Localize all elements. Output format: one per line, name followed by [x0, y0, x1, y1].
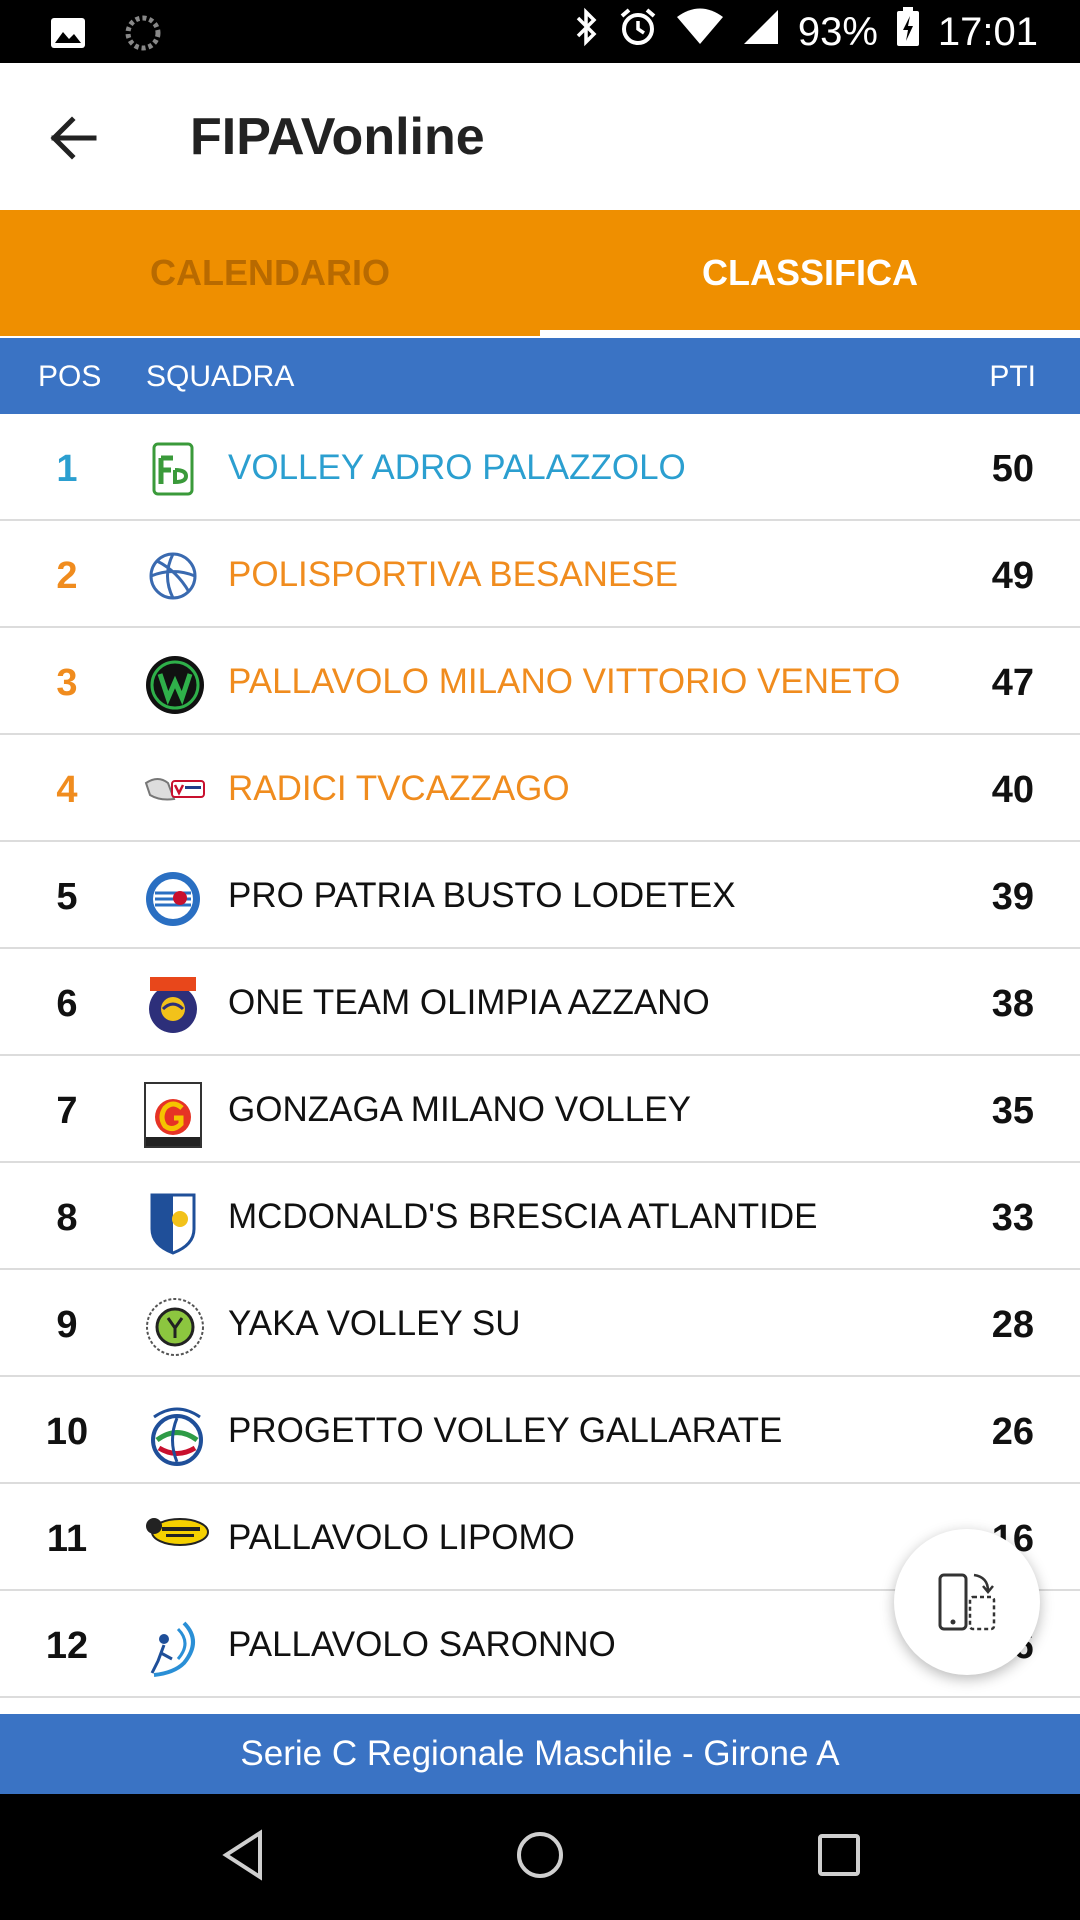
team-name: MCDONALD'S BRESCIA ATLANTIDE: [228, 1197, 818, 1236]
tab-classifica[interactable]: CLASSIFICA: [540, 210, 1080, 336]
team-points: 47: [991, 662, 1034, 704]
table-row[interactable]: 6 ONE TEAM OLIMPIA AZZANO 38: [0, 949, 1080, 1056]
team-name: GONZAGA MILANO VOLLEY: [228, 1090, 691, 1129]
table-row[interactable]: 5 PRO PATRIA BUSTO LODETEX 39: [0, 842, 1080, 949]
header-pts: PTI: [989, 360, 1036, 393]
team-name: PALLAVOLO MILANO VITTORIO VENETO: [228, 662, 901, 701]
system-nav-bar: [0, 1794, 1080, 1920]
battery-percent: 93%: [797, 9, 878, 54]
page-title: FIPAVonline: [190, 108, 485, 166]
team-logo: [144, 761, 205, 819]
header-team: SQUADRA: [146, 360, 295, 393]
team-points: 35: [991, 1090, 1034, 1132]
team-logo: [144, 1189, 202, 1255]
standings-list: 1 VOLLEY ADRO PALAZZOLO 50 2 POLISPORTIV…: [0, 414, 1080, 1698]
row-pos: 7: [56, 1090, 78, 1132]
back-button[interactable]: [44, 108, 104, 168]
app-bar: FIPAVonline: [0, 63, 1080, 210]
row-pos: 11: [46, 1518, 88, 1560]
table-row[interactable]: 3 PALLAVOLO MILANO VITTORIO VENETO 47: [0, 628, 1080, 735]
signal-icon: [742, 8, 780, 56]
team-logo: [144, 1403, 203, 1466]
table-row[interactable]: 1 VOLLEY ADRO PALAZZOLO 50: [0, 414, 1080, 521]
bluetooth-icon: [574, 7, 600, 57]
team-logo: [144, 1510, 209, 1568]
team-name: PRO PATRIA BUSTO LODETEX: [228, 876, 736, 915]
nav-back-icon[interactable]: [220, 1829, 266, 1886]
table-row[interactable]: 8 MCDONALD'S BRESCIA ATLANTIDE 33: [0, 1163, 1080, 1270]
team-points: 49: [991, 555, 1034, 597]
team-logo: [144, 1296, 204, 1356]
nav-home-icon[interactable]: [514, 1829, 566, 1886]
tab-calendario[interactable]: CALENDARIO: [150, 252, 390, 293]
team-name: PALLAVOLO LIPOMO: [228, 1518, 575, 1557]
table-row[interactable]: 10 PROGETTO VOLLEY GALLARATE 26: [0, 1377, 1080, 1484]
rotate-screen-icon: [938, 1573, 996, 1631]
table-row[interactable]: 4 RADICI TVCAZZAGO 40: [0, 735, 1080, 842]
league-label: Serie C Regionale Maschile - Girone A: [0, 1714, 1080, 1794]
team-logo: [144, 440, 202, 498]
nav-recents-icon[interactable]: [816, 1829, 862, 1886]
row-pos: 3: [56, 662, 78, 704]
team-logo: [144, 868, 202, 926]
row-pos: 4: [56, 769, 78, 811]
table-row[interactable]: 7 GONZAGA MILANO VOLLEY 35: [0, 1056, 1080, 1163]
rotate-screen-button[interactable]: [894, 1529, 1040, 1675]
row-pos: 1: [56, 448, 78, 490]
table-row[interactable]: 9 YAKA VOLLEY SU 28: [0, 1270, 1080, 1377]
image-icon: [50, 17, 86, 54]
battery-charging-icon: [896, 7, 920, 57]
row-pos: 10: [45, 1411, 89, 1453]
row-pos: 8: [56, 1197, 78, 1239]
team-logo: [144, 1082, 202, 1148]
team-points: 40: [991, 769, 1034, 811]
team-points: 39: [991, 876, 1034, 918]
team-logo: [144, 654, 204, 714]
team-logo: [144, 1617, 202, 1677]
tab-bar: CALENDARIO CLASSIFICA: [0, 210, 1080, 336]
row-pos: 12: [45, 1625, 89, 1667]
team-points: 38: [991, 983, 1034, 1025]
table-header: POS SQUADRA PTI: [0, 338, 1080, 414]
row-pos: 5: [56, 876, 78, 918]
row-pos: 9: [56, 1304, 78, 1346]
team-logo: [144, 975, 202, 1033]
team-name: POLISPORTIVA BESANESE: [228, 555, 678, 594]
wifi-icon: [676, 8, 724, 56]
team-name: ONE TEAM OLIMPIA AZZANO: [228, 983, 710, 1022]
status-bar: 93% 17:01: [0, 0, 1080, 63]
row-pos: 6: [56, 983, 78, 1025]
arrow-back-icon: [50, 116, 97, 160]
alarm-icon: [618, 7, 658, 57]
team-name: PALLAVOLO SARONNO: [228, 1625, 616, 1664]
team-name: VOLLEY ADRO PALAZZOLO: [228, 448, 686, 487]
team-name: RADICI TVCAZZAGO: [228, 769, 570, 808]
team-points: 28: [991, 1304, 1034, 1346]
row-pos: 2: [56, 555, 78, 597]
team-points: 50: [991, 448, 1034, 490]
loading-icon: [124, 14, 162, 57]
clock-time: 17:01: [937, 9, 1038, 54]
table-row[interactable]: 2 POLISPORTIVA BESANESE 49: [0, 521, 1080, 628]
team-name: YAKA VOLLEY SU: [228, 1304, 521, 1343]
team-logo: [144, 547, 202, 605]
header-pos: POS: [38, 360, 102, 393]
team-name: PROGETTO VOLLEY GALLARATE: [228, 1411, 783, 1450]
team-points: 33: [991, 1197, 1034, 1239]
team-points: 26: [991, 1411, 1034, 1453]
